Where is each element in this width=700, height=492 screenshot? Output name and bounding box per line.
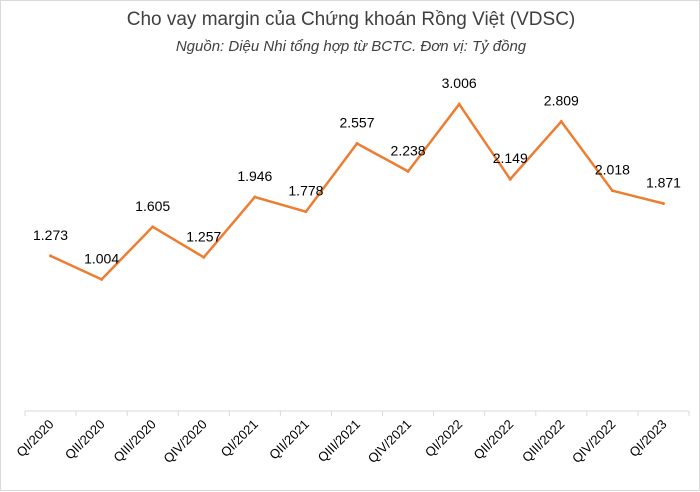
data-label: 1.004 [84, 250, 119, 266]
data-label: 1.273 [33, 227, 68, 243]
data-label: 1.946 [237, 168, 272, 184]
data-point [355, 142, 359, 146]
data-point [100, 277, 104, 281]
data-point [406, 169, 410, 173]
data-label: 3.006 [442, 75, 477, 91]
x-tick-label: QIV/2021 [365, 417, 414, 466]
x-tick-label: QI/2020 [13, 417, 56, 460]
chart-title: Cho vay margin của Chứng khoán Rồng Việt… [126, 9, 576, 30]
data-label: 2.149 [493, 150, 528, 166]
x-tick-label: QIV/2020 [160, 417, 209, 466]
chart-subtitle: Nguồn: Diệu Nhi tổng hợp từ BCTC. Đơn vị… [175, 38, 527, 55]
data-point [559, 119, 563, 123]
data-point [49, 254, 53, 258]
x-tick-label: QII/2022 [470, 417, 516, 463]
data-point [304, 210, 308, 214]
x-tick-label: QII/2020 [62, 417, 108, 463]
x-tick-label: QII/2021 [266, 417, 312, 463]
data-point [457, 102, 461, 106]
x-tick-label: QIII/2020 [110, 417, 158, 465]
data-label: 1.605 [135, 198, 170, 214]
data-point [253, 195, 257, 199]
data-point [661, 202, 665, 206]
data-label: 1.257 [186, 228, 221, 244]
data-point [151, 225, 155, 229]
data-label: 1.871 [646, 175, 681, 191]
data-point [610, 189, 614, 193]
x-tick-label: QIII/2022 [519, 417, 567, 465]
data-label: 2.809 [544, 92, 579, 108]
data-label: 2.557 [339, 115, 374, 131]
data-label: 2.238 [391, 142, 426, 158]
x-tick-label: QIV/2022 [569, 417, 618, 466]
x-tick-label: QIII/2021 [315, 417, 363, 465]
data-point [202, 255, 206, 259]
data-label: 1.778 [288, 183, 323, 199]
x-tick-label: QI/2022 [422, 417, 465, 460]
x-tick-label: QI/2021 [218, 417, 261, 460]
data-label: 2.018 [595, 162, 630, 178]
x-tick-label: QI/2023 [626, 417, 669, 460]
data-point [508, 177, 512, 181]
